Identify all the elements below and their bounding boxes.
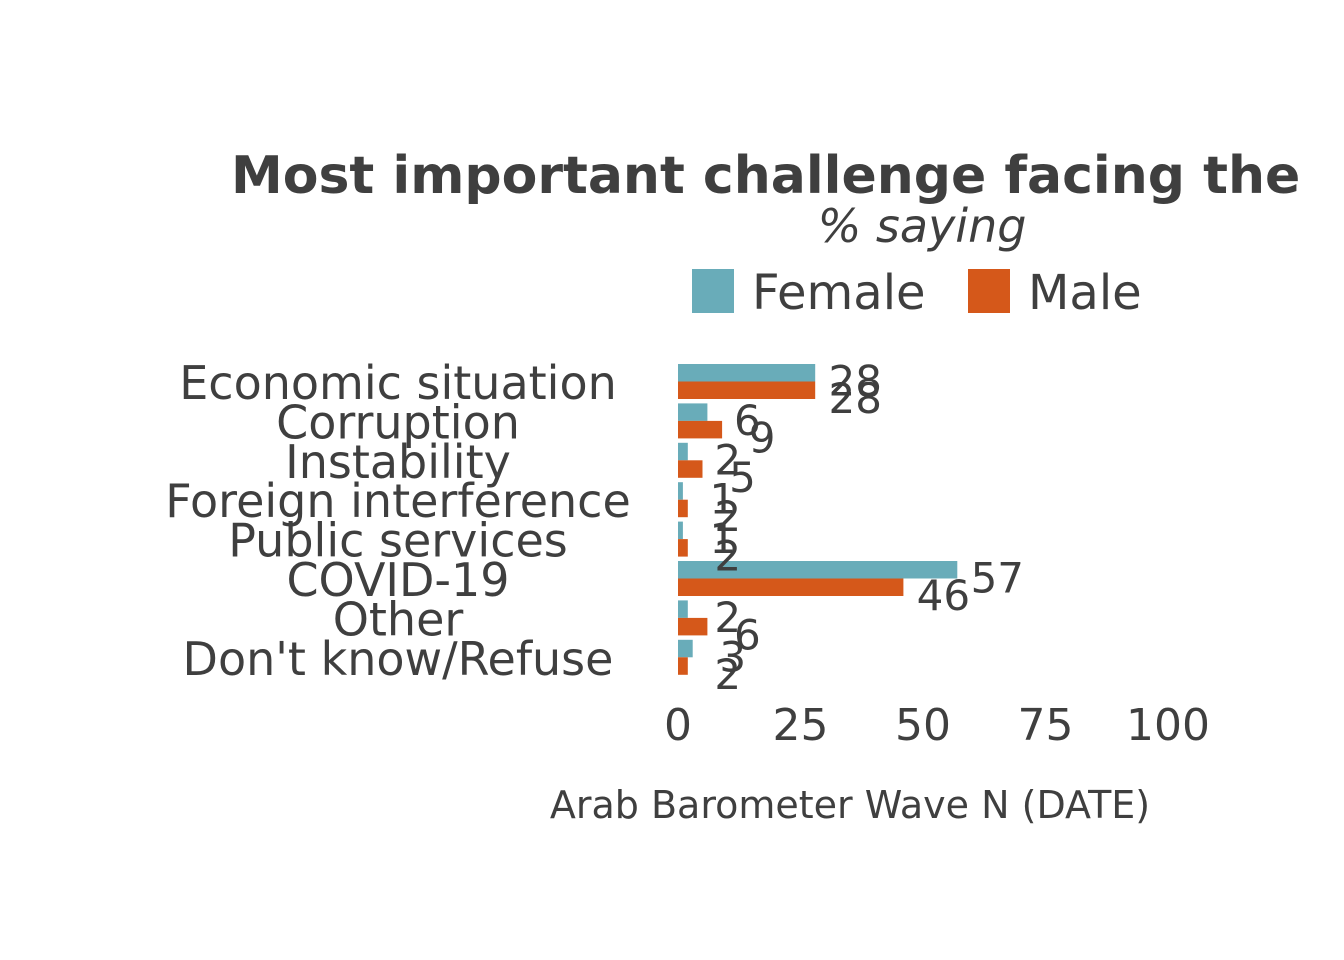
x-tick-label: 25 <box>773 700 829 751</box>
category-label: Public services <box>228 514 568 568</box>
value-label-male: 6 <box>734 610 761 659</box>
value-label-female: 3 <box>719 632 746 681</box>
value-label-female: 57 <box>971 554 1024 603</box>
chart-subtitle: % saying <box>818 199 1027 253</box>
bar-male <box>678 420 723 439</box>
bar-male <box>678 539 688 557</box>
value-label-male: 9 <box>749 413 776 462</box>
category-label: Other <box>333 592 464 646</box>
value-label-female: 28 <box>828 357 881 406</box>
value-label-male: 2 <box>714 650 741 699</box>
bar-female <box>678 364 816 382</box>
bars <box>678 364 958 675</box>
bar-male <box>678 617 708 636</box>
x-tick-label: 0 <box>664 700 692 751</box>
bar-female <box>678 482 683 500</box>
bar-female <box>678 403 708 421</box>
value-label-female: 2 <box>714 593 741 642</box>
x-tick-label: 50 <box>895 700 951 751</box>
bar-male <box>678 460 703 478</box>
bar-female <box>678 442 688 461</box>
legend: Female Male <box>692 265 1142 321</box>
legend-label-male: Male <box>1028 265 1142 321</box>
value-label-male: 2 <box>714 492 741 541</box>
bar-male <box>678 381 816 399</box>
value-label-male: 46 <box>917 571 970 620</box>
legend-swatch-female <box>692 269 734 313</box>
bar-male <box>678 499 688 518</box>
chart-caption: Arab Barometer Wave N (DATE) <box>550 783 1150 827</box>
chart-title: Most important challenge facing the <box>231 146 1300 206</box>
bar-female <box>678 600 688 618</box>
value-label-male: 5 <box>729 453 756 502</box>
legend-label-female: Female <box>752 265 926 321</box>
value-label-female: 1 <box>710 514 737 563</box>
category-label: COVID-19 <box>286 553 509 607</box>
x-axis-ticks: 0 25 50 75 100 <box>664 700 1210 751</box>
bar-male <box>678 578 904 596</box>
value-label-male: 2 <box>714 532 741 581</box>
category-labels: Economic situationCorruptionInstabilityF… <box>165 356 631 686</box>
legend-swatch-male <box>968 269 1010 313</box>
value-label-female: 6 <box>734 396 761 445</box>
category-label: Instability <box>285 435 511 489</box>
value-label-female: 1 <box>710 475 737 524</box>
x-tick-label: 100 <box>1126 700 1210 751</box>
x-tick-label: 75 <box>1018 700 1074 751</box>
category-label: Foreign interference <box>165 474 631 528</box>
bar-female <box>678 639 693 658</box>
bar-male <box>678 657 688 675</box>
category-label: Corruption <box>276 395 520 449</box>
value-label-male: 28 <box>828 374 881 423</box>
bar-female <box>678 561 958 579</box>
bar-female <box>678 521 683 540</box>
category-label: Don't know/Refuse <box>183 632 614 686</box>
value-label-female: 2 <box>714 435 741 484</box>
category-label: Economic situation <box>179 356 617 410</box>
